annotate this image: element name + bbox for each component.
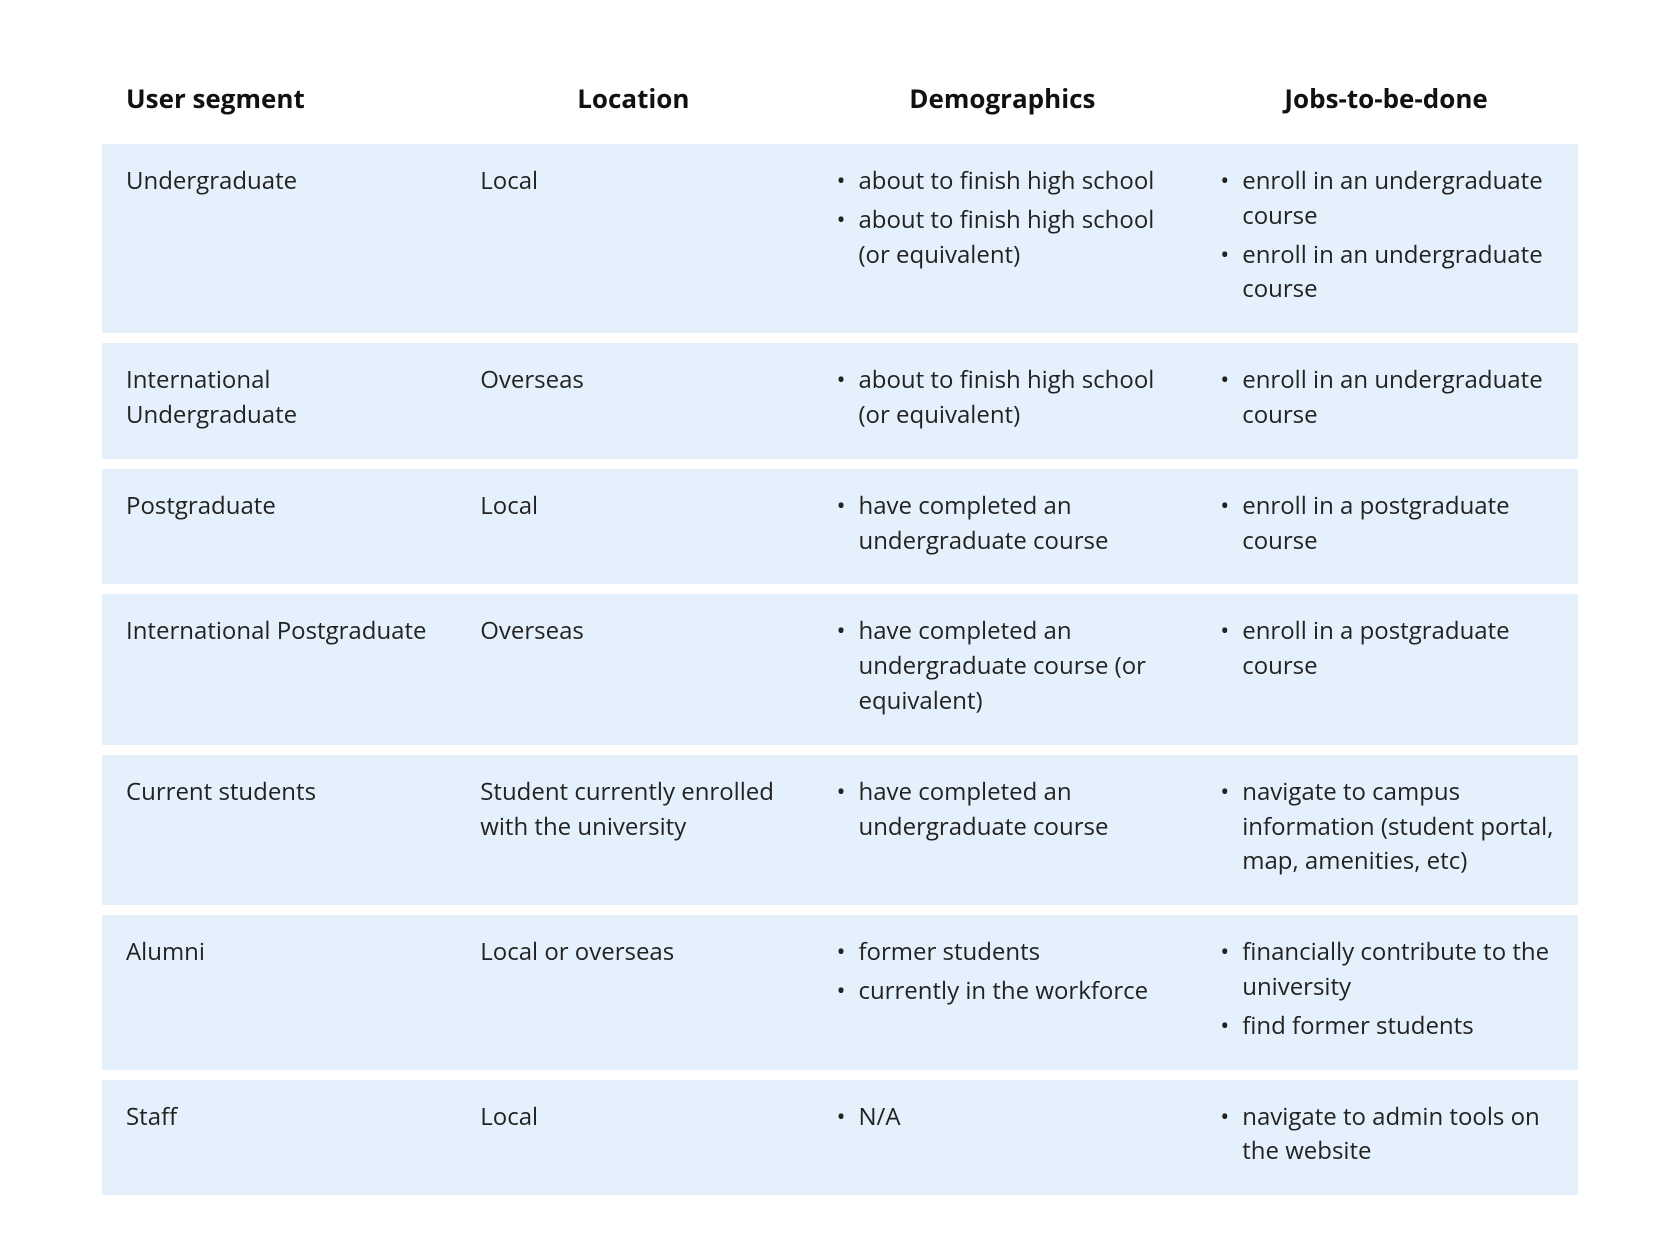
cell-demographics: about to finish high school (or equivale… — [810, 343, 1194, 459]
cell-demographics: N/A — [810, 1080, 1194, 1196]
list-item: find former students — [1218, 1009, 1554, 1044]
list-item: have completed an undergraduate course — [834, 489, 1170, 559]
cell-jobs: enroll in an undergraduate course — [1194, 343, 1578, 459]
list-item: about to finish high school (or equivale… — [834, 203, 1170, 273]
cell-location: Overseas — [456, 343, 810, 459]
jobs-list: enroll in a postgraduate course — [1218, 489, 1554, 559]
jobs-list: enroll in a postgraduate course — [1218, 614, 1554, 684]
table-row: International PostgraduateOverseashave c… — [102, 594, 1578, 744]
demographics-list: about to finish high school (or equivale… — [834, 363, 1170, 433]
list-item: enroll in an undergraduate course — [1218, 363, 1554, 433]
jobs-list: financially contribute to the university… — [1218, 935, 1554, 1043]
table-header: User segment Location Demographics Jobs-… — [102, 68, 1578, 134]
table-row: StaffLocal N/A navigate to admin tools on … — [102, 1080, 1578, 1196]
cell-demographics: have completed an undergraduate course — [810, 755, 1194, 905]
cell-user-segment: Current students — [102, 755, 456, 905]
cell-jobs: navigate to admin tools on the website — [1194, 1080, 1578, 1196]
table-row: AlumniLocal or overseas former students cu… — [102, 915, 1578, 1069]
list-item: have completed an undergraduate course (… — [834, 614, 1170, 718]
list-item: navigate to campus information (student … — [1218, 775, 1554, 879]
list-item: about to finish high school — [834, 164, 1170, 199]
list-item: enroll in an undergraduate course — [1218, 164, 1554, 234]
cell-user-segment: Postgraduate — [102, 469, 456, 585]
cell-location: Student currently enrolled with the univ… — [456, 755, 810, 905]
col-header-location: Location — [456, 68, 810, 134]
cell-location: Local or overseas — [456, 915, 810, 1069]
cell-jobs: enroll in a postgraduate course — [1194, 469, 1578, 585]
table-row: International UndergraduateOverseas about… — [102, 343, 1578, 459]
demographics-list: N/A — [834, 1100, 1170, 1135]
col-header-user-segment: User segment — [102, 68, 456, 134]
cell-location: Local — [456, 1080, 810, 1196]
cell-jobs: enroll in a postgraduate course — [1194, 594, 1578, 744]
col-header-jobs-to-be-done: Jobs-to-be-done — [1194, 68, 1578, 134]
jobs-list: navigate to campus information (student … — [1218, 775, 1554, 879]
table-row: UndergraduateLocalabout to finish high s… — [102, 144, 1578, 333]
demographics-list: have completed an undergraduate course (… — [834, 614, 1170, 718]
cell-jobs: enroll in an undergraduate courseenroll … — [1194, 144, 1578, 333]
list-item: former students — [834, 935, 1170, 970]
list-item: N/A — [834, 1100, 1170, 1135]
demographics-list: have completed an undergraduate course — [834, 775, 1170, 845]
cell-jobs: navigate to campus information (student … — [1194, 755, 1578, 905]
cell-user-segment: International Undergraduate — [102, 343, 456, 459]
demographics-list: have completed an undergraduate course — [834, 489, 1170, 559]
cell-location: Local — [456, 144, 810, 333]
list-item: financially contribute to the university — [1218, 935, 1554, 1005]
table-row: Current studentsStudent currently enroll… — [102, 755, 1578, 905]
list-item: enroll in an undergraduate course — [1218, 238, 1554, 308]
cell-demographics: have completed an undergraduate course (… — [810, 594, 1194, 744]
jobs-list: enroll in an undergraduate course — [1218, 363, 1554, 433]
cell-jobs: financially contribute to the university… — [1194, 915, 1578, 1069]
cell-demographics: about to finish high school about to fini… — [810, 144, 1194, 333]
table-body: UndergraduateLocalabout to finish high s… — [102, 144, 1578, 1195]
demographics-list: about to finish high school about to fini… — [834, 164, 1170, 272]
cell-user-segment: Staff — [102, 1080, 456, 1196]
col-header-demographics: Demographics — [810, 68, 1194, 134]
cell-user-segment: Alumni — [102, 915, 456, 1069]
jobs-list: enroll in an undergraduate courseenroll … — [1218, 164, 1554, 307]
cell-demographics: former students currently in the workforc… — [810, 915, 1194, 1069]
demographics-list: former students currently in the workforc… — [834, 935, 1170, 1009]
cell-user-segment: International Postgraduate — [102, 594, 456, 744]
cell-location: Overseas — [456, 594, 810, 744]
list-item: have completed an undergraduate course — [834, 775, 1170, 845]
list-item: navigate to admin tools on the website — [1218, 1100, 1554, 1170]
table-row: PostgraduateLocal have completed an under… — [102, 469, 1578, 585]
cell-location: Local — [456, 469, 810, 585]
jobs-list: navigate to admin tools on the website — [1218, 1100, 1554, 1170]
list-item: enroll in a postgraduate course — [1218, 614, 1554, 684]
cell-demographics: have completed an undergraduate course — [810, 469, 1194, 585]
list-item: enroll in a postgraduate course — [1218, 489, 1554, 559]
cell-user-segment: Undergraduate — [102, 144, 456, 333]
list-item: currently in the workforce — [834, 974, 1170, 1009]
page: User segment Location Demographics Jobs-… — [0, 0, 1680, 1238]
segments-table: User segment Location Demographics Jobs-… — [102, 58, 1578, 1205]
list-item: about to finish high school (or equivale… — [834, 363, 1170, 433]
